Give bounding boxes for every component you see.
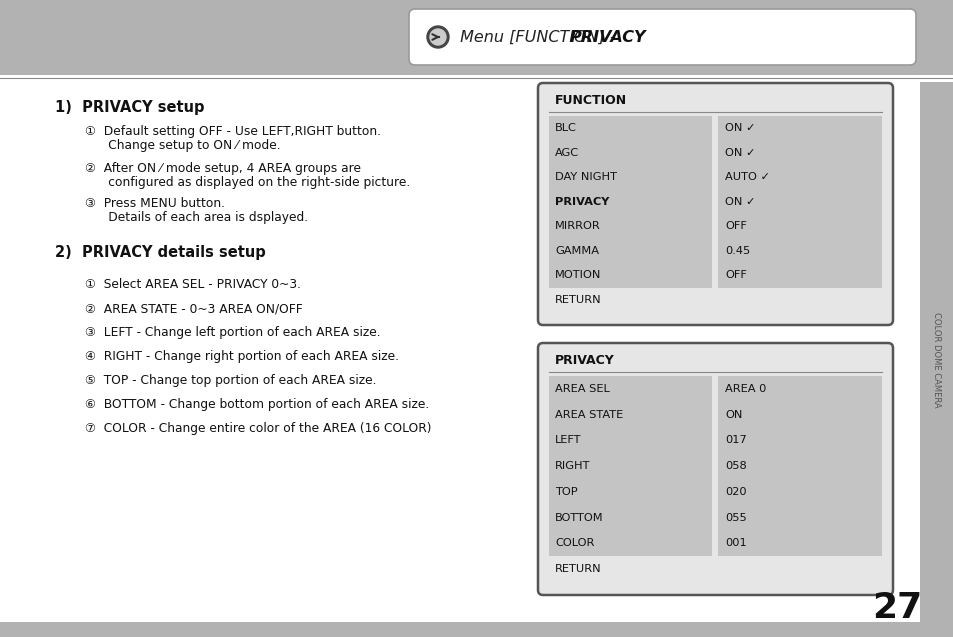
Text: configured as displayed on the right-side picture.: configured as displayed on the right-sid… xyxy=(85,176,410,189)
Text: ⑥  BOTTOM - Change bottom portion of each AREA size.: ⑥ BOTTOM - Change bottom portion of each… xyxy=(85,398,429,411)
Text: ③  LEFT - Change left portion of each AREA size.: ③ LEFT - Change left portion of each ARE… xyxy=(85,326,380,339)
Bar xyxy=(548,376,712,479)
Text: 055: 055 xyxy=(724,513,746,522)
FancyBboxPatch shape xyxy=(537,343,892,595)
Text: ON ✓: ON ✓ xyxy=(724,148,755,158)
Text: BLC: BLC xyxy=(555,123,577,133)
Text: ②  After ON ⁄ mode setup, 4 AREA groups are: ② After ON ⁄ mode setup, 4 AREA groups a… xyxy=(85,162,360,175)
Text: 020: 020 xyxy=(724,487,746,497)
Bar xyxy=(718,214,882,287)
Bar xyxy=(718,479,882,556)
Bar xyxy=(718,376,882,479)
Text: COLOR DOME CAMERA: COLOR DOME CAMERA xyxy=(931,312,941,408)
Text: ON ✓: ON ✓ xyxy=(724,123,755,133)
Text: TOP: TOP xyxy=(555,487,577,497)
Text: Details of each area is dsplayed.: Details of each area is dsplayed. xyxy=(85,211,308,224)
Text: BOTTOM: BOTTOM xyxy=(555,513,603,522)
Text: AUTO ✓: AUTO ✓ xyxy=(724,172,770,182)
Text: AREA SEL: AREA SEL xyxy=(555,384,609,394)
Text: ⑤  TOP - Change top portion of each AREA size.: ⑤ TOP - Change top portion of each AREA … xyxy=(85,374,376,387)
Text: MIRROR: MIRROR xyxy=(555,221,600,231)
Text: MOTION: MOTION xyxy=(555,270,600,280)
Text: RIGHT: RIGHT xyxy=(555,461,590,471)
Text: ON: ON xyxy=(724,410,742,420)
Circle shape xyxy=(427,26,449,48)
Text: Change setup to ON ⁄ mode.: Change setup to ON ⁄ mode. xyxy=(85,139,280,152)
Text: ON ✓: ON ✓ xyxy=(724,197,755,207)
Text: AREA STATE: AREA STATE xyxy=(555,410,622,420)
Bar xyxy=(548,214,712,287)
Text: 017: 017 xyxy=(724,435,746,445)
Text: 2)  PRIVACY details setup: 2) PRIVACY details setup xyxy=(55,245,266,260)
Bar xyxy=(0,0,953,75)
Bar xyxy=(718,116,882,214)
Text: 058: 058 xyxy=(724,461,746,471)
Text: ⑦  COLOR - Change entire color of the AREA (16 COLOR): ⑦ COLOR - Change entire color of the ARE… xyxy=(85,422,431,435)
Text: ②  AREA STATE - 0~3 AREA ON/OFF: ② AREA STATE - 0~3 AREA ON/OFF xyxy=(85,302,302,315)
Text: GAMMA: GAMMA xyxy=(555,246,598,255)
Text: ④  RIGHT - Change right portion of each AREA size.: ④ RIGHT - Change right portion of each A… xyxy=(85,350,398,363)
Text: FUNCTION: FUNCTION xyxy=(555,94,626,107)
FancyBboxPatch shape xyxy=(537,83,892,325)
Text: PRIVACY: PRIVACY xyxy=(555,197,609,207)
Text: RETURN: RETURN xyxy=(555,295,601,304)
Text: PRIVACY: PRIVACY xyxy=(569,29,646,45)
Bar xyxy=(0,622,953,637)
Text: 27: 27 xyxy=(871,591,922,625)
Text: ③  Press MENU button.: ③ Press MENU button. xyxy=(85,197,225,210)
Text: PRIVACY: PRIVACY xyxy=(555,354,614,367)
Circle shape xyxy=(430,29,446,45)
Text: OFF: OFF xyxy=(724,270,746,280)
Text: 1)  PRIVACY setup: 1) PRIVACY setup xyxy=(55,100,204,115)
Text: Menu [FUNCTION] -: Menu [FUNCTION] - xyxy=(455,29,620,45)
Bar xyxy=(548,116,712,214)
Text: ①  Select AREA SEL - PRIVACY 0~3.: ① Select AREA SEL - PRIVACY 0~3. xyxy=(85,278,301,291)
Text: AGC: AGC xyxy=(555,148,578,158)
FancyBboxPatch shape xyxy=(409,9,915,65)
Text: LEFT: LEFT xyxy=(555,435,581,445)
Bar xyxy=(919,82,953,622)
Text: RETURN: RETURN xyxy=(555,564,601,574)
Text: AREA 0: AREA 0 xyxy=(724,384,766,394)
Text: ①  Default setting OFF - Use LEFT,RIGHT button.: ① Default setting OFF - Use LEFT,RIGHT b… xyxy=(85,125,380,138)
Text: DAY NIGHT: DAY NIGHT xyxy=(555,172,617,182)
Text: COLOR: COLOR xyxy=(555,538,594,548)
Text: OFF: OFF xyxy=(724,221,746,231)
Text: 0.45: 0.45 xyxy=(724,246,750,255)
Bar xyxy=(548,479,712,556)
Text: 001: 001 xyxy=(724,538,746,548)
